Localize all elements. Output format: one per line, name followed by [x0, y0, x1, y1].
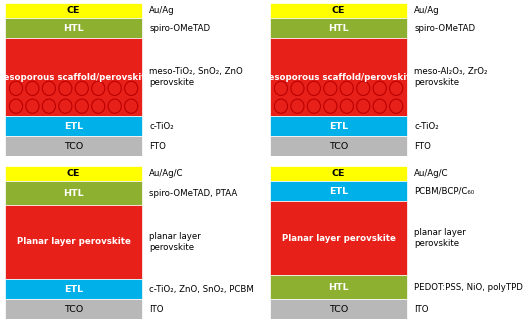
Text: ETL: ETL [64, 122, 83, 130]
Text: HTL: HTL [328, 24, 349, 33]
Text: TCO: TCO [64, 305, 83, 314]
Text: c-TiO₂: c-TiO₂ [414, 122, 439, 130]
Text: CE: CE [67, 6, 81, 15]
Text: Au/Ag/C: Au/Ag/C [414, 169, 448, 178]
Text: CE: CE [332, 6, 346, 15]
Text: ITO: ITO [414, 305, 429, 314]
Bar [5, 181, 142, 205]
Bar [270, 166, 407, 181]
Text: FTO: FTO [149, 142, 166, 151]
Text: FTO: FTO [414, 142, 431, 151]
Text: PEDOT:PSS, NiO, polyTPD: PEDOT:PSS, NiO, polyTPD [414, 283, 523, 292]
Text: c-TiO₂, ZnO, SnO₂, PCBM: c-TiO₂, ZnO, SnO₂, PCBM [149, 285, 254, 293]
Bar [270, 116, 407, 136]
Text: meso-Al₂O₃, ZrO₂
perovskite: meso-Al₂O₃, ZrO₂ perovskite [414, 67, 488, 87]
Bar [270, 18, 407, 38]
Text: CE: CE [67, 169, 81, 178]
Text: ETL: ETL [64, 285, 83, 293]
Text: TCO: TCO [329, 142, 348, 151]
Bar [270, 275, 407, 299]
Bar [270, 181, 407, 201]
Bar [270, 201, 407, 275]
Bar [270, 3, 407, 18]
Text: ETL: ETL [329, 122, 348, 130]
Bar [270, 136, 407, 156]
Text: Au/Ag: Au/Ag [414, 6, 440, 15]
Bar [270, 299, 407, 319]
Text: planar layer
perovskite: planar layer perovskite [149, 232, 201, 252]
Text: HTL: HTL [63, 188, 84, 198]
Text: TCO: TCO [64, 142, 83, 151]
Bar [5, 279, 142, 299]
Text: meso-TiO₂, SnO₂, ZnO
perovskite: meso-TiO₂, SnO₂, ZnO perovskite [149, 67, 243, 87]
Text: TCO: TCO [329, 305, 348, 314]
Bar [5, 299, 142, 319]
Text: CE: CE [332, 169, 346, 178]
Bar [5, 18, 142, 38]
Bar [270, 38, 407, 116]
Text: Au/Ag/C: Au/Ag/C [149, 169, 183, 178]
Bar [5, 38, 142, 116]
Text: Mesoporous scaffold/perovskite: Mesoporous scaffold/perovskite [0, 73, 152, 82]
Text: ITO: ITO [149, 305, 164, 314]
Text: planar layer
perovskite: planar layer perovskite [414, 228, 466, 248]
Bar [5, 3, 142, 18]
Text: Mesoporous scaffold/perovskite: Mesoporous scaffold/perovskite [260, 73, 417, 82]
Text: spiro-OMeTAD, PTAA: spiro-OMeTAD, PTAA [149, 188, 237, 198]
Text: PCBM/BCP/C₆₀: PCBM/BCP/C₆₀ [414, 187, 474, 196]
Text: ETL: ETL [329, 187, 348, 196]
Text: Planar layer perovskite: Planar layer perovskite [16, 237, 130, 246]
Text: HTL: HTL [328, 283, 349, 292]
Text: spiro-OMeTAD: spiro-OMeTAD [414, 24, 475, 33]
Bar [5, 136, 142, 156]
Bar [5, 205, 142, 279]
Text: HTL: HTL [63, 24, 84, 33]
Text: Au/Ag: Au/Ag [149, 6, 175, 15]
Text: Planar layer perovskite: Planar layer perovskite [281, 234, 395, 243]
Bar [5, 116, 142, 136]
Text: spiro-OMeTAD: spiro-OMeTAD [149, 24, 210, 33]
Text: c-TiO₂: c-TiO₂ [149, 122, 174, 130]
Bar [5, 166, 142, 181]
